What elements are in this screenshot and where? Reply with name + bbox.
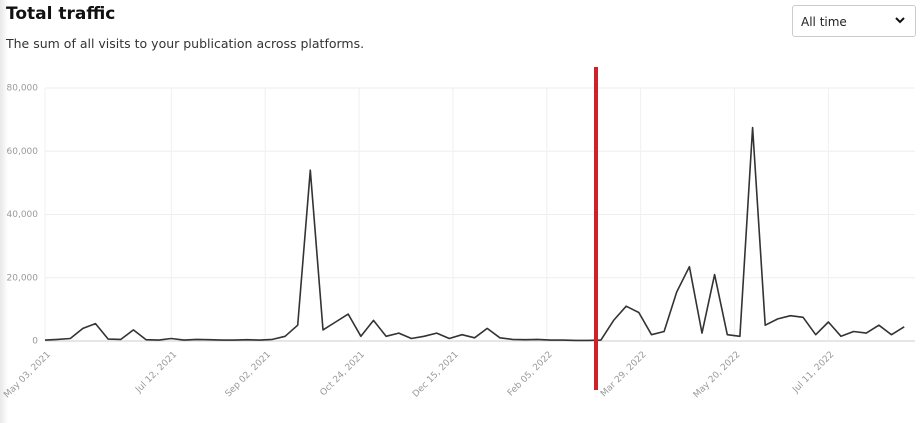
- x-tick-label: Dec 15, 2021: [411, 350, 461, 400]
- traffic-line: [44, 126, 905, 342]
- y-tick-label: 0: [32, 337, 38, 347]
- x-tick-label: Feb 05, 2022: [506, 350, 555, 399]
- x-tick-label: Mar 29, 2022: [599, 350, 648, 399]
- x-tick-label: Oct 24, 2021: [319, 350, 367, 398]
- x-tick-label: Jul 12, 2021: [133, 350, 179, 396]
- chevron: [895, 17, 905, 24]
- x-tick-label: May 03, 2021: [2, 350, 53, 401]
- range-dropdown[interactable]: All time: [792, 5, 916, 37]
- y-tick-label: 40,000: [7, 210, 39, 220]
- subtitle: The sum of all visits to your publicatio…: [6, 36, 365, 51]
- x-tick-label: May 20, 2022: [692, 350, 743, 401]
- y-tick-label: 80,000: [7, 84, 39, 94]
- title: Total traffic: [6, 4, 116, 24]
- y-tick-label: 60,000: [7, 147, 39, 157]
- dropdown-label: All time: [801, 15, 847, 29]
- x-tick-label: Sep 02, 2021: [224, 350, 273, 399]
- y-tick-label: 20,000: [7, 273, 39, 283]
- x-tick-label: Jul 11, 2022: [790, 350, 836, 396]
